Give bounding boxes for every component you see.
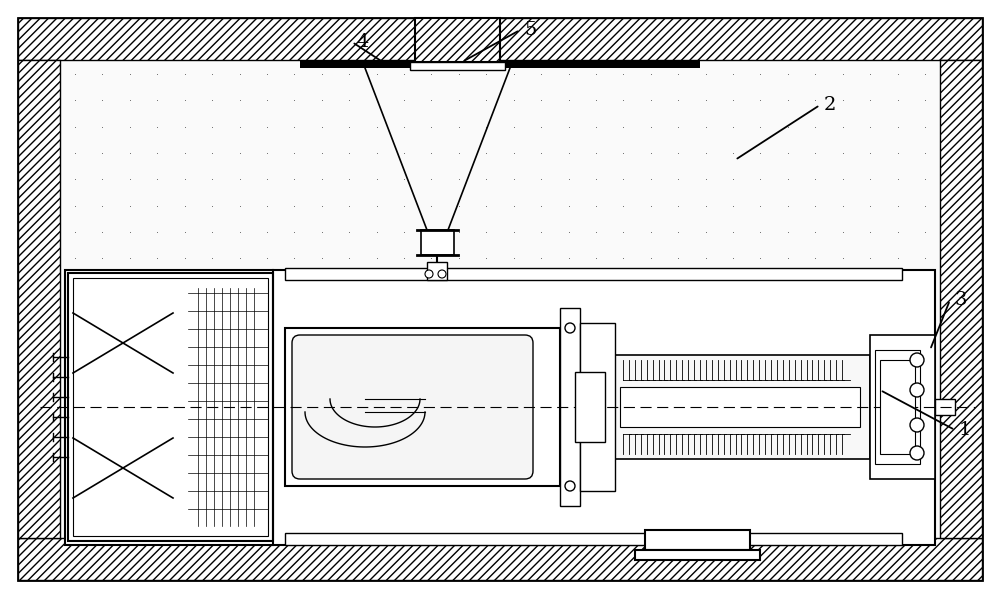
Circle shape [565, 481, 575, 491]
Bar [580, 323, 615, 491]
Bar [68, 273, 273, 541]
Bar [870, 335, 935, 479]
Bar [645, 530, 750, 550]
Bar [285, 328, 560, 486]
Text: 3: 3 [954, 291, 966, 309]
Text: 5: 5 [524, 21, 536, 39]
Bar [421, 230, 454, 255]
Circle shape [565, 323, 575, 333]
Bar [300, 60, 700, 68]
Bar [935, 399, 955, 415]
Bar [73, 278, 268, 536]
Bar [285, 533, 902, 545]
Bar [285, 268, 902, 280]
Bar [18, 18, 982, 60]
Text: 2: 2 [824, 96, 836, 114]
Bar [427, 262, 447, 280]
Bar [560, 308, 580, 506]
Circle shape [438, 270, 446, 278]
Circle shape [910, 418, 924, 432]
Bar [635, 550, 760, 560]
Bar [415, 18, 500, 62]
Circle shape [910, 383, 924, 397]
Bar [65, 270, 935, 545]
Bar [18, 538, 982, 580]
Bar [875, 350, 920, 464]
FancyBboxPatch shape [292, 335, 533, 479]
Bar [18, 60, 60, 538]
Bar [60, 60, 940, 538]
Bar [880, 360, 915, 454]
Bar [615, 355, 870, 459]
Bar [620, 387, 860, 427]
Circle shape [910, 446, 924, 460]
Bar [575, 372, 605, 442]
Text: 4: 4 [356, 33, 368, 51]
Circle shape [425, 270, 433, 278]
Bar [940, 60, 982, 538]
Circle shape [910, 353, 924, 367]
Text: 1: 1 [959, 421, 971, 439]
Bar [410, 62, 505, 70]
